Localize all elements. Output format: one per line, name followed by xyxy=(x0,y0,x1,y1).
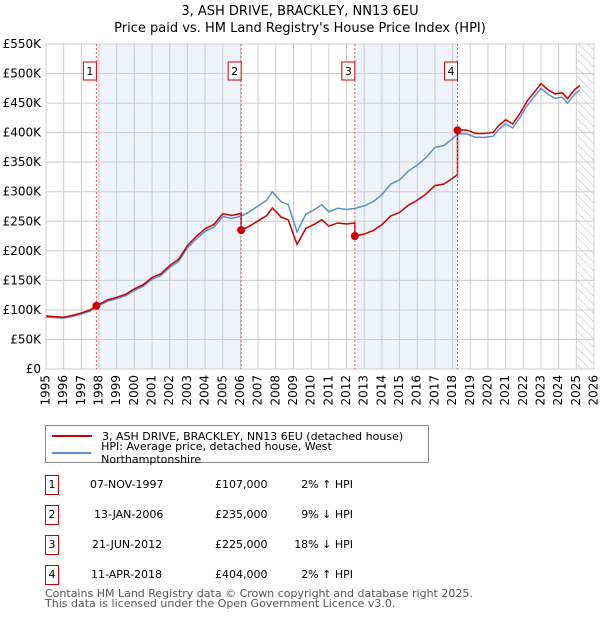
y-tick-label: £400K xyxy=(3,126,43,140)
sale-label: 4 xyxy=(448,65,455,78)
footer-line2: This data is licensed under the Open Gov… xyxy=(45,597,396,610)
sale-hpi-diff: 18% ↓ HPI xyxy=(294,538,353,551)
x-tick-label: 2003 xyxy=(180,375,194,406)
y-tick-label: £350K xyxy=(3,155,43,169)
hpi-line xyxy=(45,87,581,319)
x-tick-label: 1996 xyxy=(56,375,70,406)
y-tick-label: £500K xyxy=(3,67,43,81)
y-tick-label: £550K xyxy=(3,37,43,51)
x-tick-label: 2011 xyxy=(321,375,335,406)
plot-border xyxy=(45,43,595,370)
x-tick-label: 2023 xyxy=(533,375,547,406)
sale-hpi-diff: 9% ↓ HPI xyxy=(301,508,353,521)
legend-item-property: 3, ASH DRIVE, BRACKLEY, NN13 6EU (detach… xyxy=(52,428,403,444)
chart-title: 3, ASH DRIVE, BRACKLEY, NN13 6EU xyxy=(181,4,419,19)
y-tick-label: £100K xyxy=(3,303,43,317)
x-tick-label: 2006 xyxy=(233,375,247,406)
x-tick-label: 2014 xyxy=(374,375,388,406)
y-tick-label: £250K xyxy=(3,214,43,228)
sale-date: 11-APR-2018 xyxy=(91,568,163,581)
x-tick-label: 2004 xyxy=(198,375,212,406)
sale-hpi-diff: 2% ↑ HPI xyxy=(301,478,353,491)
sale-price: £235,000 xyxy=(215,508,268,521)
y-tick-label: £200K xyxy=(3,244,43,258)
sale-point xyxy=(453,126,462,135)
x-tick-label: 2019 xyxy=(463,375,477,406)
sales-row: 2 13-JAN-2006 £235,000 9% ↓ HPI xyxy=(45,505,445,525)
forecast-hatch xyxy=(576,44,594,369)
sale-date: 21-JUN-2012 xyxy=(92,538,163,551)
x-tick-label: 2007 xyxy=(251,375,265,406)
x-tick-label: 2008 xyxy=(268,375,282,406)
x-tick-label: 2009 xyxy=(286,375,300,406)
chart-subtitle: Price paid vs. HM Land Registry's House … xyxy=(114,21,486,36)
sale-number: 1 xyxy=(45,475,59,495)
x-tick-label: 2020 xyxy=(480,375,494,406)
sale-price: £225,000 xyxy=(215,538,268,551)
sale-hpi-diff: 2% ↑ HPI xyxy=(301,568,353,581)
sale-label-box xyxy=(82,61,97,81)
property-line xyxy=(45,82,581,318)
sale-label: 1 xyxy=(86,65,93,78)
x-tick-label: 1997 xyxy=(74,375,88,406)
x-tick-label: 1998 xyxy=(92,375,106,406)
legend: 3, ASH DRIVE, BRACKLEY, NN13 6EU (detach… xyxy=(45,425,429,466)
sale-point xyxy=(92,301,101,310)
footer-line1: Contains HM Land Registry data © Crown c… xyxy=(45,587,473,600)
x-tick-label: 2012 xyxy=(339,375,353,406)
footer: Contains HM Land Registry data © Crown c… xyxy=(45,587,473,610)
legend-label: 3, ASH DRIVE, BRACKLEY, NN13 6EU (detach… xyxy=(102,429,404,443)
x-tick-label: 2002 xyxy=(162,375,176,406)
x-tick-label: 2021 xyxy=(498,375,512,406)
x-tick-label: 1995 xyxy=(39,375,53,406)
x-tick-label: 2001 xyxy=(145,375,159,406)
sale-number: 3 xyxy=(45,535,59,555)
x-tick-label: 2025 xyxy=(569,375,583,406)
x-tick-label: 2015 xyxy=(392,375,406,406)
y-tick-label: £150K xyxy=(3,273,43,287)
y-tick-label: £300K xyxy=(3,185,43,199)
x-tick-label: 2010 xyxy=(304,375,318,406)
sale-number: 2 xyxy=(45,505,59,525)
sale-date: 13-JAN-2006 xyxy=(94,508,164,521)
sale-label-box xyxy=(341,61,356,81)
x-tick-label: 2013 xyxy=(357,375,371,406)
x-tick-label: 2000 xyxy=(127,375,141,406)
y-tick-label: £450K xyxy=(3,96,43,110)
sale-price: £404,000 xyxy=(215,568,268,581)
sale-price: £107,000 xyxy=(215,478,268,491)
x-tick-label: 2016 xyxy=(410,375,424,406)
sale-date: 07-NOV-1997 xyxy=(90,478,164,491)
sale-label: 2 xyxy=(231,65,238,78)
sale-label-box xyxy=(444,61,459,81)
sales-row: 1 07-NOV-1997 £107,000 2% ↑ HPI xyxy=(45,475,445,495)
y-tick-label: £50K xyxy=(10,332,42,346)
x-tick-label: 2017 xyxy=(427,375,441,406)
shaded-period xyxy=(96,44,242,369)
sales-row: 4 11-APR-2018 £404,000 2% ↑ HPI xyxy=(45,565,445,585)
y-tick-label: £0 xyxy=(26,362,41,376)
x-tick-label: 1999 xyxy=(109,375,123,406)
sale-point xyxy=(237,226,246,235)
legend-label: HPI: Average price, detached house, West… xyxy=(101,440,332,466)
x-tick-label: 2024 xyxy=(551,375,565,406)
x-tick-label: 2005 xyxy=(215,375,229,406)
sale-label-box xyxy=(227,61,242,81)
sale-point xyxy=(350,232,359,241)
x-tick-label: 2022 xyxy=(516,375,530,406)
legend-item-hpi: HPI: Average price, detached house, West… xyxy=(52,440,428,466)
x-tick-label: 2018 xyxy=(445,375,459,406)
sale-number: 4 xyxy=(45,565,59,585)
price-chart: 1995 1996 1997 1998 1999 2000 2001 2002 2003 2004… xyxy=(3,37,600,406)
sales-row: 3 21-JUN-2012 £225,000 18% ↓ HPI xyxy=(45,535,445,555)
sale-label: 3 xyxy=(345,65,352,78)
x-tick-label: 2026 xyxy=(587,375,600,406)
